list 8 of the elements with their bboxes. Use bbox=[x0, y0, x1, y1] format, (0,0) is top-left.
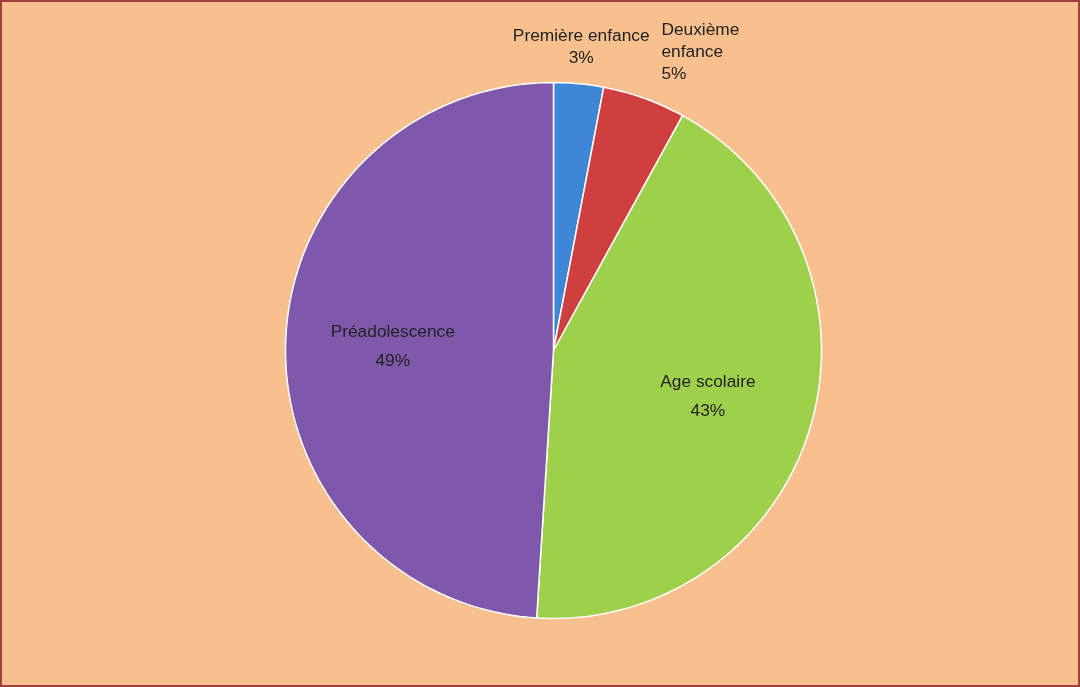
slice-label: Deuxième enfance bbox=[661, 19, 740, 62]
data-label: 43% bbox=[690, 399, 726, 420]
data-label: 5% bbox=[661, 63, 687, 84]
slice-label: Age scolaire bbox=[660, 371, 756, 392]
data-label: 3% bbox=[568, 47, 594, 68]
slice-label: Préadolescence bbox=[330, 321, 455, 342]
slice-label: Première enfance bbox=[512, 25, 650, 46]
data-label: 49% bbox=[375, 349, 411, 370]
